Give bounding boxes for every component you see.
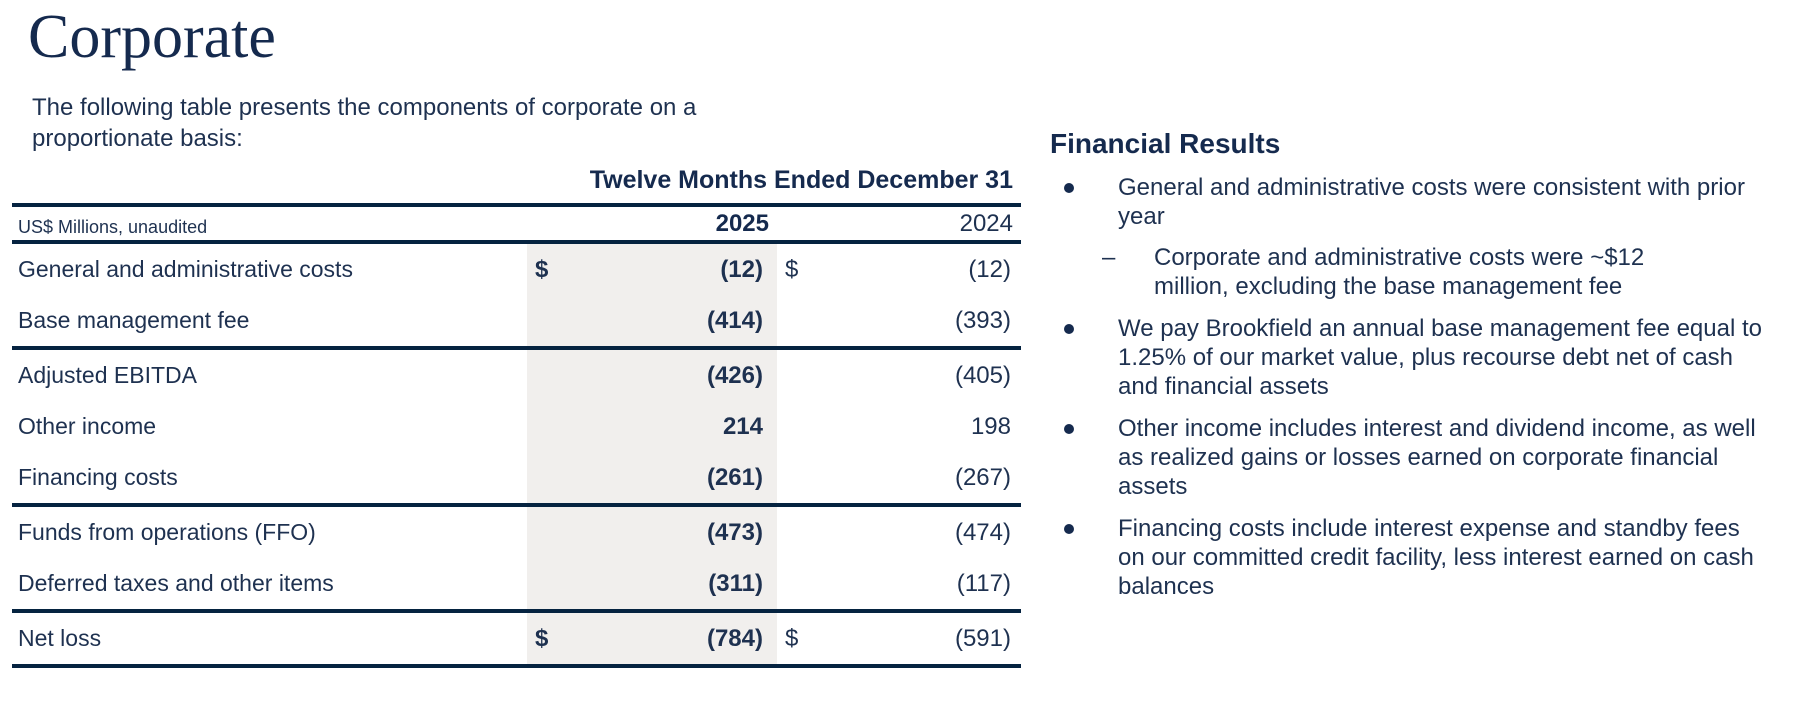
table-unit-label: US$ Millions, unaudited xyxy=(18,217,208,237)
bullet-item: Other income includes interest and divid… xyxy=(1050,414,1765,501)
table-row: Other income 214 198 xyxy=(12,401,1021,452)
cell-2024: (474) xyxy=(777,519,1021,547)
row-label: Financing costs xyxy=(18,464,178,490)
cell-2025: $ (12) xyxy=(527,244,777,295)
row-label: Base management fee xyxy=(18,307,250,333)
table-row: Deferred taxes and other items (311) (117) xyxy=(12,558,1021,609)
bullet-item: General and administrative costs were co… xyxy=(1050,173,1765,231)
bullet-text: Other income includes interest and divid… xyxy=(1118,415,1756,500)
row-label: General and administrative costs xyxy=(18,256,353,282)
value-2025: (414) xyxy=(706,306,763,334)
financial-results-heading: Financial Results xyxy=(1050,128,1281,159)
row-label: Net loss xyxy=(18,625,102,651)
value-2025: (784) xyxy=(706,624,763,652)
dollar-sign-2024: $ xyxy=(785,624,799,652)
table-row: Funds from operations (FFO) (473) (474) xyxy=(12,507,1021,558)
value-2025: 214 xyxy=(722,412,763,440)
table-rule xyxy=(12,346,1021,350)
table-row: Adjusted EBITDA (426) (405) xyxy=(12,350,1021,401)
bullet-dot-icon xyxy=(1064,324,1074,334)
bullet-text: General and administrative costs were co… xyxy=(1118,174,1745,230)
left-section: Corporate The following table presents t… xyxy=(12,0,1021,668)
table-body: General and administrative costs $ (12) $ (1… xyxy=(12,244,1021,668)
financial-results-section: Financial Results General and administra… xyxy=(1050,0,1765,601)
cell-2024: (393) xyxy=(777,307,1021,335)
cell-2025: (426) xyxy=(527,350,777,401)
value-2024: (591) xyxy=(954,624,1011,652)
row-label: Other income xyxy=(18,413,157,439)
bullet-marker xyxy=(1050,514,1118,601)
cell-2024: (117) xyxy=(777,570,1021,598)
bullet-dot-icon xyxy=(1064,524,1074,534)
table-row: Financing costs (261) (267) xyxy=(12,452,1021,503)
cell-2024: $ (591) xyxy=(777,625,1021,653)
value-2024: (405) xyxy=(954,361,1011,389)
table-row: Base management fee (414) (393) xyxy=(12,295,1021,346)
dollar-sign-2024: $ xyxy=(785,255,799,283)
sub-bullet-text: Corporate and administrative costs were … xyxy=(1154,244,1645,300)
bullet-marker xyxy=(1050,314,1118,401)
bullet-text: Financing costs include interest expense… xyxy=(1118,515,1754,600)
value-2024: (12) xyxy=(968,255,1011,283)
cell-2025: 214 xyxy=(527,401,777,452)
table-rule xyxy=(12,609,1021,613)
cell-2024: (267) xyxy=(777,464,1021,492)
bullet-dot-icon xyxy=(1064,424,1074,434)
cell-2024: (405) xyxy=(777,362,1021,390)
value-2025: (473) xyxy=(706,518,763,546)
value-2024: 198 xyxy=(970,412,1011,440)
bullet-item: We pay Brookfield an annual base managem… xyxy=(1050,314,1765,401)
bullet-marker xyxy=(1050,173,1118,231)
cell-2025: (311) xyxy=(527,558,777,609)
cell-2025: (414) xyxy=(527,295,777,346)
value-2025: (426) xyxy=(706,361,763,389)
bullet-marker xyxy=(1050,414,1118,501)
financial-results-bullets: General and administrative costs were co… xyxy=(1050,173,1765,601)
table-rule-top xyxy=(12,203,1021,207)
column-header-2024: 2024 xyxy=(959,210,1013,237)
value-2024: (267) xyxy=(954,463,1011,491)
bullet-item: Financing costs include interest expense… xyxy=(1050,514,1765,601)
value-2024: (474) xyxy=(954,518,1011,546)
cell-2024: $ (12) xyxy=(777,256,1021,284)
dollar-sign-2025: $ xyxy=(535,624,549,652)
intro-text: The following table presents the compone… xyxy=(32,94,697,152)
table-row: General and administrative costs $ (12) $ (1… xyxy=(12,244,1021,295)
row-label: Deferred taxes and other items xyxy=(18,570,334,596)
cell-2024: 198 xyxy=(777,413,1021,441)
value-2024: (117) xyxy=(956,569,1011,597)
bullet-text: We pay Brookfield an annual base managem… xyxy=(1118,315,1762,400)
corporate-table: Twelve Months Ended December 31 US$ Mill… xyxy=(12,166,1021,668)
table-rule-header xyxy=(12,240,1021,244)
value-2025: (12) xyxy=(720,255,763,283)
page-title: Corporate xyxy=(28,3,276,71)
table-column-header-row: US$ Millions, unaudited 2025 2024 xyxy=(12,207,1021,240)
value-2024: (393) xyxy=(954,306,1011,334)
row-label: Funds from operations (FFO) xyxy=(18,519,316,545)
table-period-header: Twelve Months Ended December 31 xyxy=(589,166,1013,194)
table-row: Net loss $ (784) $ (591) xyxy=(12,613,1021,664)
bullet-dot-icon xyxy=(1064,183,1074,193)
table-rule xyxy=(12,664,1021,668)
cell-2025: (473) xyxy=(527,507,777,558)
column-header-2025: 2025 xyxy=(715,210,769,237)
dollar-sign-2025: $ xyxy=(535,255,549,283)
cell-2025: (261) xyxy=(527,452,777,503)
table-rule xyxy=(12,503,1021,507)
cell-2025: $ (784) xyxy=(527,613,777,664)
value-2025: (311) xyxy=(708,569,763,597)
value-2025: (261) xyxy=(706,463,763,491)
sub-bullet-dash-icon: – xyxy=(1102,244,1116,271)
row-label: Adjusted EBITDA xyxy=(18,362,197,388)
sub-bullet-item: – Corporate and administrative costs were… xyxy=(1050,243,1765,301)
